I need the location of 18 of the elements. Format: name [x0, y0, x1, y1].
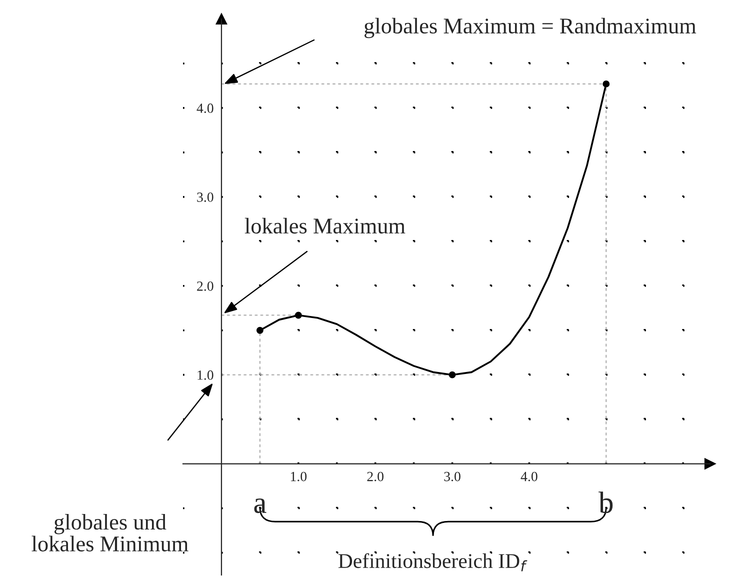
annotation: a [254, 498, 266, 514]
y-tick-label: 4.0 [196, 104, 214, 113]
annotation: lokales Maximum [244, 218, 406, 234]
annotation: globales und lokales Minimum [32, 514, 188, 552]
y-tick-label: 1.0 [198, 370, 214, 380]
y-tick-label: 2.0 [197, 281, 214, 291]
point [602, 80, 610, 88]
x-tick-label: 3.0 [444, 472, 460, 482]
annotation: b [598, 492, 613, 514]
annotation: globales Maximum = Randmaximum [364, 18, 696, 38]
x-tick-label: 2.0 [367, 472, 384, 482]
y-tick-label: 3.0 [197, 192, 214, 202]
x-tick-label: 4.0 [520, 472, 538, 482]
point [448, 371, 456, 378]
point [294, 312, 302, 319]
annotation: Definitionsbereich ID$_{f}$ [338, 553, 528, 572]
x-tick-label: 1.0 [290, 472, 307, 482]
point [256, 326, 264, 334]
